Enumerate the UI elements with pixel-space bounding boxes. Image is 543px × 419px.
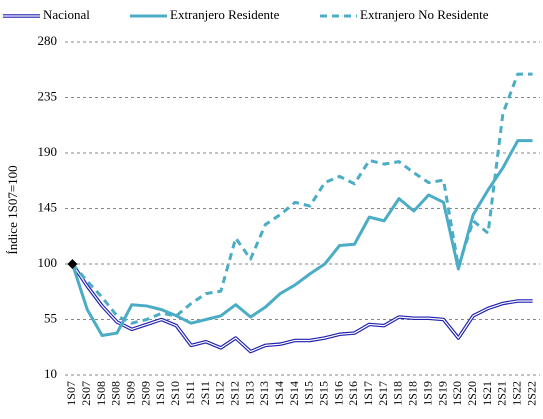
series-line-inner xyxy=(71,263,533,353)
y-tick-label: 100 xyxy=(38,255,58,270)
x-tick-label: 2S18 xyxy=(406,381,420,406)
y-tick-label: 55 xyxy=(44,310,57,325)
x-tick-label: 1S15 xyxy=(302,381,316,406)
x-tick-label: 2S15 xyxy=(317,381,331,406)
y-tick-label: 190 xyxy=(38,144,58,159)
y-tick-label: 280 xyxy=(38,33,58,48)
x-tick-label: 2S16 xyxy=(346,381,360,406)
x-tick-label: 2S14 xyxy=(287,381,301,406)
x-tick-label: 1S18 xyxy=(391,381,405,406)
x-tick-label: 2S22 xyxy=(524,381,538,406)
x-tick-label: 2S20 xyxy=(465,381,479,406)
x-tick-label: 2S10 xyxy=(168,381,182,406)
x-tick-label: 1S07 xyxy=(64,381,78,406)
y-tick-label: 145 xyxy=(38,199,58,214)
base-point xyxy=(67,259,78,269)
x-tick-label: 1S12 xyxy=(213,381,227,406)
x-tick-label: 1S14 xyxy=(272,381,286,406)
x-tick-label: 1S09 xyxy=(124,381,138,406)
x-tick-label: 2S11 xyxy=(198,381,212,405)
x-tick-label: 1S22 xyxy=(509,381,523,406)
y-axis-title: Índice 1S07=100 xyxy=(5,165,20,254)
x-tick-label: 1S17 xyxy=(361,381,375,406)
x-tick-label: 1S19 xyxy=(420,381,434,406)
series-line xyxy=(70,263,533,354)
y-tick-label: 235 xyxy=(38,88,58,103)
series-line xyxy=(71,72,533,325)
x-tick-label: 2S17 xyxy=(376,381,390,406)
x-tick-label: 1S13 xyxy=(242,381,256,406)
x-tick-label: 2S19 xyxy=(435,381,449,406)
x-tick-label: 1S16 xyxy=(331,381,345,406)
series-line xyxy=(70,139,533,338)
x-tick-label: 2S08 xyxy=(109,381,123,406)
legend-label: Extranjero No Residente xyxy=(360,7,489,22)
legend-label: Nacional xyxy=(43,7,90,22)
x-tick-label: 2S07 xyxy=(79,381,93,406)
x-tick-label: 1S08 xyxy=(94,381,108,406)
x-tick-label: 2S13 xyxy=(257,381,271,406)
x-tick-label: 1S21 xyxy=(480,381,494,406)
x-tick-label: 2S12 xyxy=(227,381,241,406)
x-tick-label: 1S10 xyxy=(153,381,167,406)
x-tick-label: 1S20 xyxy=(450,381,464,406)
legend-label: Extranjero Residente xyxy=(170,7,280,22)
x-tick-label: 2S09 xyxy=(138,381,152,406)
x-tick-label: 1S11 xyxy=(183,381,197,405)
y-tick-label: 10 xyxy=(44,366,57,381)
x-tick-label: 2S21 xyxy=(495,381,509,406)
